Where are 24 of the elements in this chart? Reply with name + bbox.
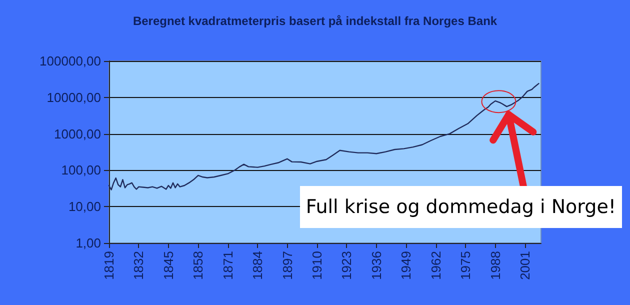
x-tick-label: 1962 — [428, 251, 444, 280]
x-tick-label: 1845 — [160, 251, 176, 280]
x-tick-label: 1975 — [458, 251, 474, 280]
y-tick-label: 1000,00 — [54, 126, 101, 142]
x-tick-label: 1949 — [398, 251, 414, 280]
y-tick-label: 10,00 — [68, 199, 101, 214]
y-tick-label: 100000,00 — [40, 54, 101, 68]
x-tick-label: 1819 — [102, 251, 116, 280]
x-tick-label: 1923 — [339, 251, 354, 280]
x-tick-label: 1884 — [250, 251, 266, 280]
x-tick-label: 1858 — [190, 251, 206, 280]
line-series — [108, 82, 540, 190]
x-tick-label: 1871 — [220, 251, 236, 280]
annotation: Full krise og dommedag i Norge! — [300, 186, 622, 228]
x-tick-label: 1832 — [131, 251, 146, 280]
x-tick-label: 1910 — [310, 251, 324, 280]
x-tick-label: 2001 — [518, 251, 532, 280]
x-tick-label: 1897 — [280, 251, 295, 280]
x-tick-label: 1988 — [488, 251, 503, 280]
y-tick-label: 10000,00 — [46, 90, 101, 105]
y-tick-label: 100,00 — [61, 162, 101, 178]
y-tick-label: 1,00 — [76, 236, 101, 250]
chart-title: Beregnet kvadratmeterpris basert på indekstall fra Norges Bank — [132, 14, 498, 28]
x-tick-label: 1936 — [368, 251, 384, 280]
